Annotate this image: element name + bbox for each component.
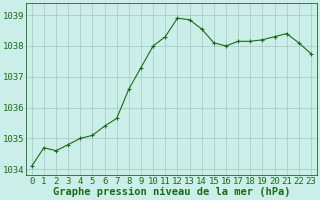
X-axis label: Graphe pression niveau de la mer (hPa): Graphe pression niveau de la mer (hPa): [52, 187, 290, 197]
